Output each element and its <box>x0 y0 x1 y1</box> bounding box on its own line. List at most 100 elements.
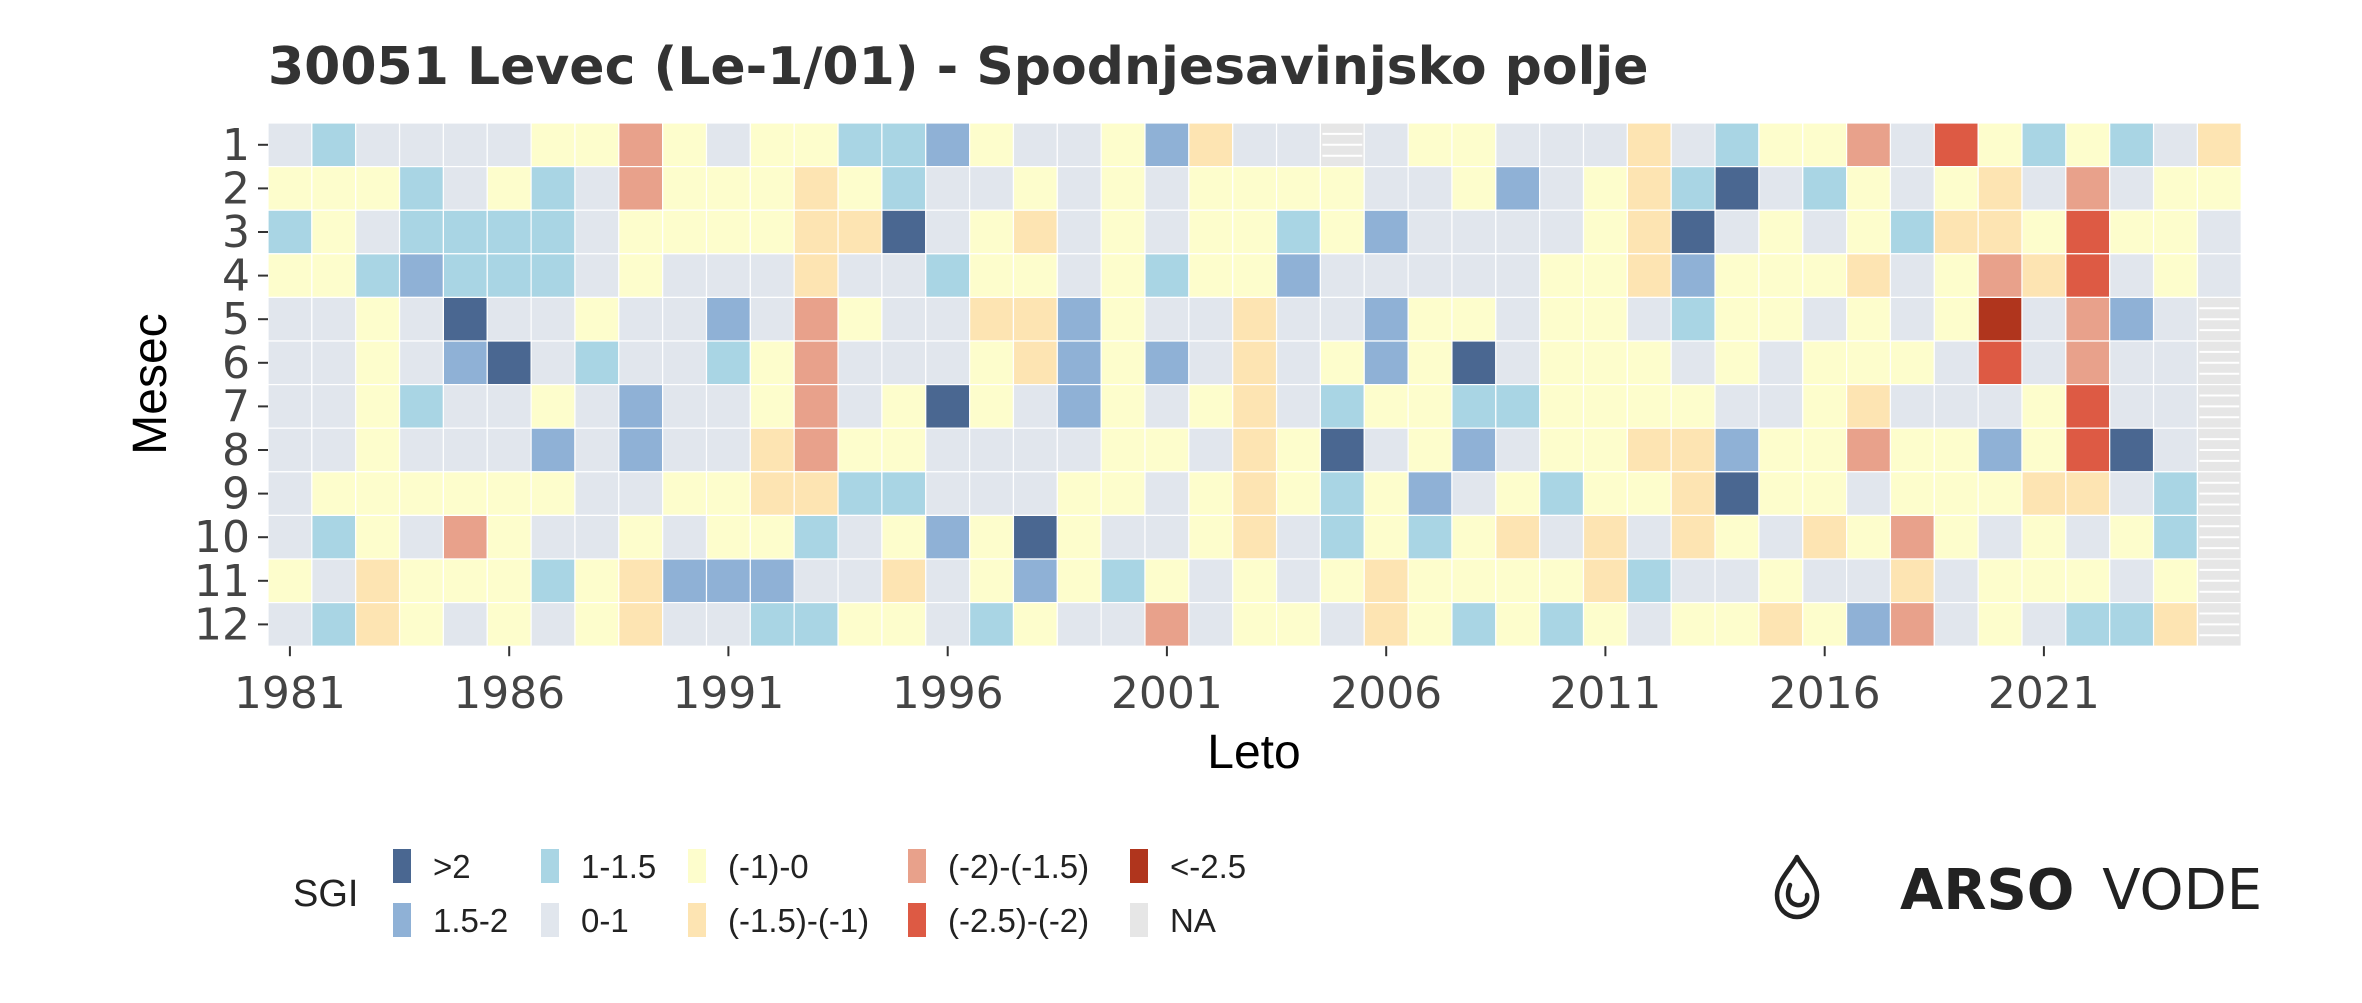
heatmap-cell <box>837 427 883 473</box>
heatmap-cell <box>1275 166 1322 211</box>
heatmap-cell <box>1232 384 1278 429</box>
heatmap-cell <box>1539 601 1585 647</box>
heatmap-cell <box>442 471 488 516</box>
heatmap-cell <box>1188 166 1234 211</box>
x-tick-label: 2006 <box>1330 668 1442 719</box>
heatmap-cell <box>1232 296 1278 342</box>
heatmap-cell <box>267 471 313 516</box>
heatmap-cell <box>968 384 1015 429</box>
heatmap-cell <box>1845 558 1892 604</box>
heatmap-cell <box>1275 558 1322 604</box>
heatmap-cell <box>1933 514 1979 560</box>
heatmap-cell <box>618 384 664 429</box>
heatmap-cell <box>1582 427 1628 473</box>
heatmap-cell <box>311 253 357 299</box>
heatmap-cell <box>705 471 751 516</box>
heatmap-cell <box>1714 209 1760 255</box>
heatmap-cell <box>530 384 576 429</box>
heatmap-cell <box>618 166 664 211</box>
heatmap-cell <box>486 471 532 516</box>
heatmap-cell <box>749 514 795 560</box>
heatmap-cell <box>881 209 927 255</box>
heatmap-cell <box>355 471 401 516</box>
heatmap-cell <box>618 471 664 516</box>
heatmap-cell <box>1670 558 1716 604</box>
heatmap-cell <box>1758 601 1804 647</box>
heatmap-cell <box>705 514 751 560</box>
heatmap-cell <box>1188 209 1234 255</box>
heatmap-cell <box>1977 253 2023 299</box>
heatmap-cell <box>267 340 313 386</box>
heatmap-cell <box>749 296 795 342</box>
heatmap-cell <box>1845 166 1892 211</box>
heatmap-cell <box>398 471 444 516</box>
heatmap-cell <box>355 340 401 386</box>
heatmap-cell <box>1451 384 1497 429</box>
heatmap-cell <box>1012 209 1058 255</box>
heatmap-cell <box>1889 427 1935 473</box>
heatmap-cell <box>1407 514 1453 560</box>
y-tick-label: 12 <box>194 599 250 650</box>
heatmap-cell <box>1802 166 1848 211</box>
heatmap-cell <box>662 384 708 429</box>
heatmap-cell <box>398 296 444 342</box>
y-tick-label: 8 <box>222 425 250 476</box>
heatmap-cell <box>1933 166 1979 211</box>
heatmap-cell <box>1495 471 1541 516</box>
heatmap-cell <box>1232 601 1278 647</box>
heatmap-cell <box>662 601 708 647</box>
heatmap-cell <box>1100 340 1146 386</box>
heatmap-cell <box>486 340 532 386</box>
heatmap-cell <box>2065 514 2111 560</box>
heatmap-cell <box>1100 601 1146 647</box>
heatmap-cell <box>1100 427 1146 473</box>
heatmap-cell <box>442 166 488 211</box>
heatmap-cell <box>1714 384 1760 429</box>
heatmap-cell <box>1363 253 1409 299</box>
heatmap-cell <box>398 384 444 429</box>
heatmap-cell <box>355 601 401 647</box>
heatmap-cell <box>749 340 795 386</box>
heatmap-cell <box>1626 427 1672 473</box>
heatmap-cell <box>355 427 401 473</box>
heatmap-cell <box>793 340 839 386</box>
heatmap-cell <box>1012 558 1058 604</box>
legend-title: SGI <box>293 873 358 915</box>
heatmap-cell <box>1407 558 1453 604</box>
heatmap-cell <box>662 514 708 560</box>
heatmap-cell <box>1056 384 1102 429</box>
heatmap-cell <box>1188 558 1234 604</box>
heatmap-cell <box>1582 601 1628 647</box>
heatmap-cell <box>1451 514 1497 560</box>
heatmap-cell <box>1056 427 1102 473</box>
heatmap-cell <box>1977 471 2023 516</box>
heatmap-cell <box>1275 471 1322 516</box>
heatmap-cell <box>1363 384 1409 429</box>
heatmap-cell <box>574 209 620 255</box>
heatmap-cell <box>881 558 927 604</box>
heatmap-cell <box>574 558 620 604</box>
heatmap-cell <box>2065 209 2111 255</box>
heatmap-cell <box>1802 296 1848 342</box>
heatmap-cell <box>442 253 488 299</box>
heatmap-cell <box>1232 209 1278 255</box>
heatmap-cell <box>968 209 1015 255</box>
heatmap-cell <box>574 166 620 211</box>
heatmap-cell <box>1670 122 1716 168</box>
heatmap-cell <box>618 601 664 647</box>
heatmap-cell <box>1056 601 1102 647</box>
heatmap-cell <box>2109 253 2155 299</box>
heatmap-cell <box>1188 340 1234 386</box>
heatmap-cell <box>837 296 883 342</box>
legend-label: <-2.5 <box>1170 848 1246 885</box>
heatmap-cell <box>355 209 401 255</box>
heatmap-cell <box>1889 558 1935 604</box>
heatmap-cell <box>1539 253 1585 299</box>
heatmap-cell <box>2065 471 2111 516</box>
heatmap-cell <box>705 384 751 429</box>
heatmap-cell <box>1451 558 1497 604</box>
heatmap-cell <box>1495 209 1541 255</box>
heatmap-cell <box>968 253 1015 299</box>
heatmap-cell <box>1232 471 1278 516</box>
